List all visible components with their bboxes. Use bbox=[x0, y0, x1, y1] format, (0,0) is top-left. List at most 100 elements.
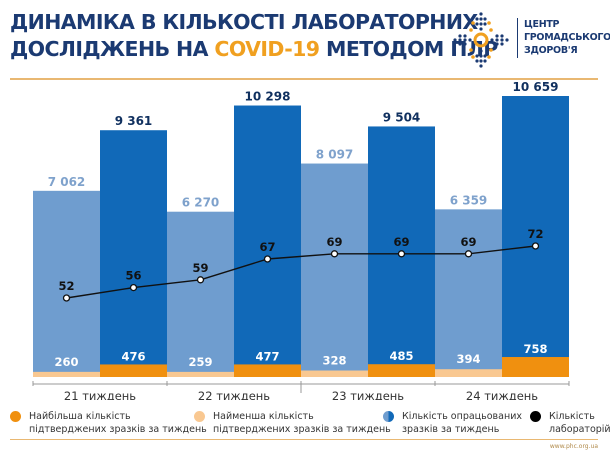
labs-value-label: 72 bbox=[527, 227, 543, 241]
logo-dot bbox=[463, 42, 467, 46]
logo-dot bbox=[475, 59, 479, 63]
logo-dot bbox=[458, 38, 462, 42]
logo-dot bbox=[489, 28, 493, 32]
legend-label: Найменша кількість bbox=[213, 411, 314, 422]
logo-dot bbox=[483, 17, 487, 21]
bar-min-confirmed bbox=[33, 371, 100, 377]
logo-dot bbox=[463, 34, 467, 38]
labs-value-label: 67 bbox=[259, 240, 275, 254]
title-text: ДОСЛІДЖЕНЬ НА bbox=[10, 37, 215, 61]
labs-value-label: 69 bbox=[393, 235, 409, 249]
x-tick-label: 24 тиждень bbox=[466, 389, 538, 400]
legend-label: Кількість опрацьованих bbox=[402, 411, 522, 422]
labs-value-label: 69 bbox=[460, 235, 476, 249]
logo-dot bbox=[483, 54, 487, 58]
title-line-1: ДИНАМІКА В КІЛЬКОСТІ ЛАБОРАТОРНИХ bbox=[10, 10, 478, 34]
logo-dot bbox=[479, 59, 483, 63]
labs-point bbox=[196, 276, 205, 284]
logo-dot bbox=[479, 64, 483, 68]
bar-processed-dark bbox=[502, 96, 569, 377]
org-name: ЦЕНТР ГРОМАДСЬКОГО ЗДОРОВ'Я bbox=[524, 18, 610, 57]
logo-dot bbox=[479, 12, 483, 16]
processed-value-label: 8 097 bbox=[316, 148, 354, 162]
legend-label: Кількість bbox=[549, 411, 595, 422]
logo-dot bbox=[479, 49, 483, 53]
labs-point bbox=[330, 250, 339, 258]
confirmed-value-label: 476 bbox=[121, 349, 145, 363]
bar-max-confirmed bbox=[100, 364, 167, 377]
logo-dot bbox=[500, 34, 504, 38]
logo-dot bbox=[479, 54, 483, 58]
labs-line bbox=[66, 245, 536, 299]
org-line: ЦЕНТР bbox=[524, 19, 560, 30]
logo-icon bbox=[453, 12, 509, 68]
logo-dot bbox=[469, 28, 473, 32]
legend-label: Найбільша кількість bbox=[29, 411, 131, 422]
legend-label: підтверджених зразків за тиждень bbox=[29, 424, 207, 435]
bar-max-confirmed bbox=[502, 357, 569, 377]
footer-divider bbox=[10, 439, 598, 440]
logo-dot bbox=[500, 38, 504, 42]
legend-labs: Кількість лабораторій bbox=[530, 410, 610, 436]
processed-value-label: 6 359 bbox=[450, 193, 488, 207]
labs-point bbox=[531, 242, 540, 250]
logo-dot bbox=[479, 17, 483, 21]
confirmed-value-label: 477 bbox=[255, 349, 279, 363]
labs-value-label: 56 bbox=[125, 269, 141, 283]
logo-dot bbox=[483, 22, 487, 26]
logo-dot bbox=[495, 42, 499, 46]
logo-dot bbox=[487, 21, 491, 25]
legend-processed: Кількість опрацьованих зразків за тиждень bbox=[383, 410, 522, 436]
processed-value-label: 7 062 bbox=[48, 175, 86, 189]
logo-dot bbox=[468, 38, 472, 42]
x-tick-label: 22 тиждень bbox=[198, 389, 270, 400]
labs-point bbox=[464, 250, 473, 258]
logo-dot bbox=[505, 38, 509, 42]
logo-dot bbox=[479, 22, 483, 26]
logo-dot bbox=[469, 48, 473, 52]
legend-dot-light-orange-icon bbox=[194, 411, 205, 422]
logo-dot bbox=[471, 21, 475, 25]
confirmed-value-label: 260 bbox=[54, 355, 78, 369]
bar-processed-dark bbox=[234, 105, 301, 377]
x-tick-label: 23 тиждень bbox=[332, 389, 404, 400]
labs-point bbox=[397, 250, 406, 258]
legend-label: зразків за тиждень bbox=[402, 424, 500, 435]
logo-dot bbox=[495, 34, 499, 38]
bar-processed-dark bbox=[100, 130, 167, 377]
logo-dot bbox=[495, 38, 499, 42]
confirmed-value-label: 758 bbox=[523, 342, 547, 356]
processed-value-label: 9 504 bbox=[383, 110, 421, 124]
bar-max-confirmed bbox=[368, 364, 435, 377]
title-highlight: COVID-19 bbox=[214, 37, 320, 61]
logo-dot bbox=[475, 54, 479, 58]
confirmed-value-label: 328 bbox=[322, 354, 346, 368]
labs-point bbox=[62, 294, 71, 302]
logo-dot bbox=[483, 59, 487, 63]
processed-value-label: 10 659 bbox=[513, 80, 559, 94]
header-divider bbox=[10, 78, 598, 80]
page-title: ДИНАМІКА В КІЛЬКОСТІ ЛАБОРАТОРНИХ ДОСЛІД… bbox=[10, 9, 498, 63]
logo-dot bbox=[453, 38, 457, 42]
confirmed-value-label: 485 bbox=[389, 349, 413, 363]
bar-min-confirmed bbox=[301, 370, 368, 377]
logo-dot bbox=[471, 55, 475, 59]
processed-value-label: 10 298 bbox=[245, 90, 291, 104]
legend-dot-blue-icon bbox=[383, 411, 394, 422]
bar-processed-light bbox=[33, 190, 100, 377]
logo-dot bbox=[500, 42, 504, 46]
labs-value-label: 59 bbox=[192, 261, 208, 275]
confirmed-value-label: 394 bbox=[456, 352, 480, 366]
logo-dot bbox=[463, 38, 467, 42]
logo-dot bbox=[475, 22, 479, 26]
bar-min-confirmed bbox=[435, 369, 502, 377]
bar-processed-light bbox=[167, 211, 234, 377]
logo-dot bbox=[489, 48, 493, 52]
logo-dot bbox=[490, 38, 494, 42]
title-line-2: ДОСЛІДЖЕНЬ НА COVID-19 МЕТОДОМ ПЛР bbox=[10, 36, 498, 63]
bar-processed-light bbox=[435, 209, 502, 377]
legend-dot-black-icon bbox=[530, 411, 541, 422]
confirmed-value-label: 259 bbox=[188, 355, 212, 369]
processed-value-label: 9 361 bbox=[115, 114, 153, 128]
bar-min-confirmed bbox=[167, 371, 234, 377]
